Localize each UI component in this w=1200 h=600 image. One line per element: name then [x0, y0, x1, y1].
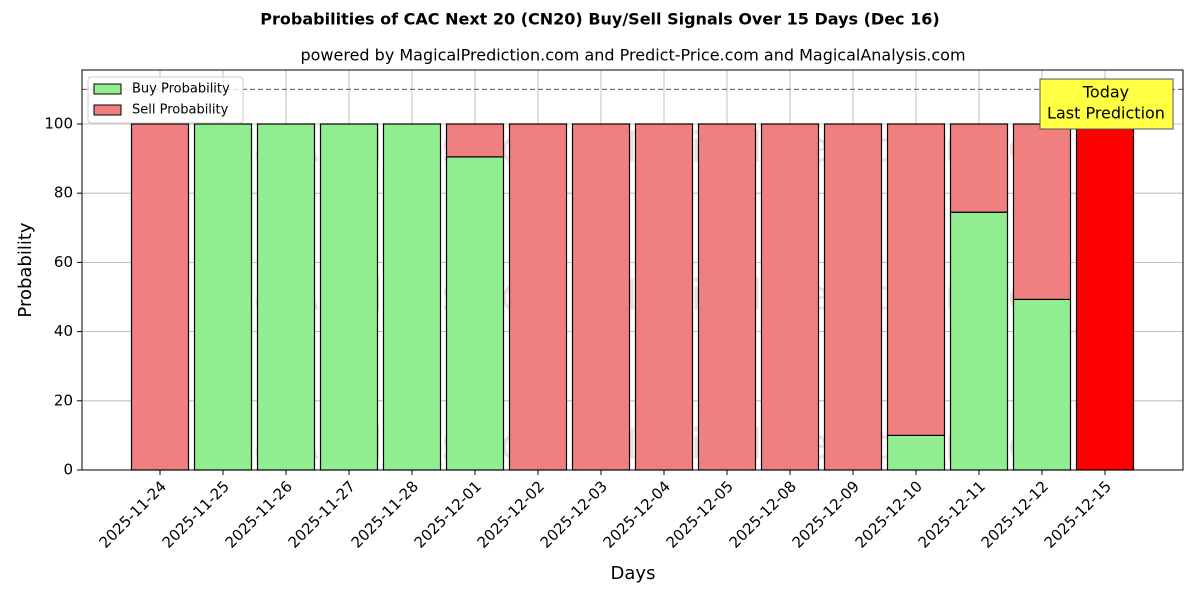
x-tick-label: 2025-12-15	[1041, 477, 1115, 551]
bar-segment	[697, 123, 757, 471]
bar-segment	[571, 123, 631, 471]
bar-segment	[949, 123, 1009, 213]
bar-segment	[634, 123, 694, 471]
annotation-text: Last Prediction	[1047, 104, 1165, 123]
legend-swatch	[93, 104, 122, 116]
annotation-text: Today	[1082, 83, 1129, 102]
bar-segment	[1012, 298, 1072, 471]
bar-segment	[949, 211, 1009, 471]
bar-segment	[1012, 123, 1072, 301]
plot-frame	[81, 69, 1184, 471]
bar-segment	[193, 123, 253, 471]
y-axis-label: Probability	[15, 222, 36, 317]
legend-swatch	[93, 83, 122, 95]
bar-segment	[445, 156, 505, 471]
bar-segment	[256, 123, 316, 471]
bar-segment	[130, 123, 190, 471]
y-tick-label: 80	[54, 184, 73, 202]
x-axis-label: Days	[611, 563, 656, 584]
bar-segment	[319, 123, 379, 471]
bar-segment	[823, 123, 883, 471]
legend-label: Sell Probability	[132, 103, 229, 118]
bar-segment	[1075, 123, 1135, 471]
y-tick-label: 60	[54, 253, 73, 271]
y-tick-label: 100	[44, 114, 73, 132]
bar-segment	[886, 434, 946, 471]
bar-segment	[382, 123, 442, 471]
bar-segment	[445, 123, 505, 158]
annotation-box	[1039, 78, 1174, 130]
y-tick-label: 0	[63, 461, 73, 479]
chart-title: Probabilities of CAC Next 20 (CN20) Buy/…	[260, 10, 939, 29]
bar-segment	[760, 123, 820, 471]
y-tick-label: 20	[54, 391, 73, 409]
bar-segment	[508, 123, 568, 471]
y-tick-label: 40	[54, 322, 73, 340]
bar-segment	[886, 123, 946, 436]
legend-label: Buy Probability	[132, 82, 230, 97]
chart-subtitle: powered by MagicalPrediction.com and Pre…	[300, 46, 965, 65]
legend-box	[87, 76, 244, 124]
